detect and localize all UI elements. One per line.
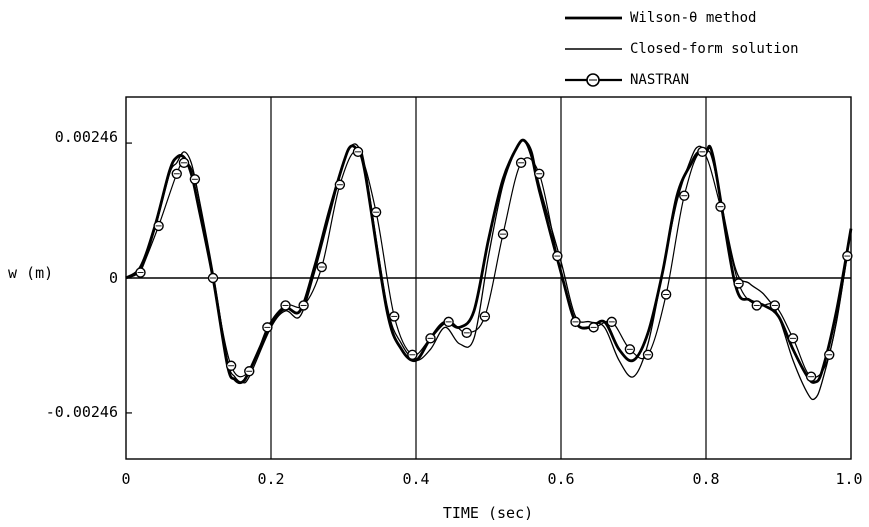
nastran-point [180, 158, 189, 167]
nastran-point [408, 350, 417, 359]
nastran-point [807, 372, 816, 381]
legend-label-nastran: NASTRAN [630, 72, 689, 88]
legend-label-wilson: Wilson-θ method [630, 10, 756, 26]
legend-item-nastran: NASTRAN [565, 72, 689, 88]
nastran-point [444, 317, 453, 326]
y-tick-label-top: 0.00246 [55, 128, 118, 146]
nastran-point [607, 317, 616, 326]
legend-label-closed-form: Closed-form solution [630, 41, 799, 57]
nastran-point [263, 323, 272, 332]
nastran-point [480, 312, 489, 321]
nastran-point [662, 290, 671, 299]
series-line-2 [141, 151, 848, 377]
nastran-point [172, 169, 181, 178]
nastran-point [245, 367, 254, 376]
nastran-point [499, 230, 508, 239]
x-tick-label: 0.8 [692, 470, 719, 488]
nastran-point [644, 350, 653, 359]
nastran-point [716, 202, 725, 211]
x-axis-label: TIME (sec) [443, 504, 533, 522]
nastran-point [227, 361, 236, 370]
x-tick-label: 1.0 [835, 470, 862, 488]
x-tick-label: 0.4 [402, 470, 429, 488]
nastran-point [317, 263, 326, 272]
legend-item-closed-form: Closed-form solution [565, 41, 799, 57]
nastran-point [535, 169, 544, 178]
y-tick-label-zero: 0 [109, 269, 118, 287]
nastran-point [136, 268, 145, 277]
nastran-point [680, 191, 689, 200]
nastran-point [734, 279, 743, 288]
series-line-0 [126, 140, 851, 383]
nastran-point [154, 221, 163, 230]
nastran-point [571, 317, 580, 326]
nastran-point [462, 328, 471, 337]
nastran-point [209, 274, 218, 283]
legend-item-wilson: Wilson-θ method [565, 10, 756, 26]
nastran-point [770, 301, 779, 310]
series-line-1 [126, 140, 851, 399]
nastran-point [843, 252, 852, 261]
nastran-point [390, 312, 399, 321]
nastran-point [354, 147, 363, 156]
nastran-point [589, 323, 598, 332]
nastran-point [299, 301, 308, 310]
nastran-point [698, 147, 707, 156]
x-tick-label: 0.2 [257, 470, 284, 488]
nastran-point [517, 158, 526, 167]
y-tick-label-bottom: -0.00246 [46, 403, 118, 421]
x-tick-labels: 0 0.2 0.4 0.6 0.8 1.0 [121, 470, 862, 488]
nastran-point [190, 175, 199, 184]
legend: Wilson-θ method Closed-form solution NAS… [565, 10, 799, 88]
y-axis-label: w (m) [8, 264, 53, 282]
nastran-point [752, 301, 761, 310]
nastran-point [625, 345, 634, 354]
nastran-point [281, 301, 290, 310]
series-group [126, 140, 852, 399]
nastran-point [335, 180, 344, 189]
x-tick-label: 0 [121, 470, 130, 488]
nastran-point [825, 350, 834, 359]
nastran-point [789, 334, 798, 343]
x-tick-label: 0.6 [547, 470, 574, 488]
nastran-point [553, 252, 562, 261]
nastran-point [426, 334, 435, 343]
nastran-point [372, 208, 381, 217]
